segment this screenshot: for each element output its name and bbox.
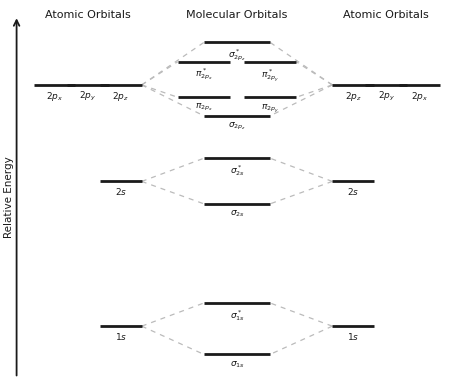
Text: $2p_z$: $2p_z$ [345, 90, 362, 103]
Text: $\pi_{2p_x}$: $\pi_{2p_x}$ [195, 102, 213, 113]
Text: $2p_x$: $2p_x$ [46, 90, 63, 103]
Text: Relative Energy: Relative Energy [3, 156, 14, 238]
Text: $\pi^*_{2p_x}$: $\pi^*_{2p_x}$ [195, 67, 213, 82]
Text: $2s$: $2s$ [115, 186, 127, 197]
Text: $\pi_{2p_y}$: $\pi_{2p_y}$ [261, 102, 279, 115]
Text: $\sigma^*_{2s}$: $\sigma^*_{2s}$ [229, 163, 245, 178]
Text: $2p_y$: $2p_y$ [378, 90, 395, 103]
Text: $\sigma_{2p_z}$: $\sigma_{2p_z}$ [228, 121, 246, 132]
Text: $\sigma_{1s}$: $\sigma_{1s}$ [229, 359, 245, 370]
Text: $\pi^*_{2p_y}$: $\pi^*_{2p_y}$ [261, 67, 279, 84]
Text: $\sigma^*_{2p_z}$: $\sigma^*_{2p_z}$ [228, 47, 246, 63]
Text: Molecular Orbitals: Molecular Orbitals [186, 10, 288, 20]
Text: Atomic Orbitals: Atomic Orbitals [45, 10, 130, 20]
Text: $2p_y$: $2p_y$ [79, 90, 96, 103]
Text: Atomic Orbitals: Atomic Orbitals [344, 10, 429, 20]
Text: $1s$: $1s$ [347, 331, 359, 342]
Text: $2p_z$: $2p_z$ [112, 90, 129, 103]
Text: $\sigma^*_{1s}$: $\sigma^*_{1s}$ [229, 308, 245, 323]
Text: $2p_x$: $2p_x$ [411, 90, 428, 103]
Text: $1s$: $1s$ [115, 331, 127, 342]
Text: $\sigma_{2s}$: $\sigma_{2s}$ [229, 209, 245, 219]
Text: $2s$: $2s$ [347, 186, 359, 197]
